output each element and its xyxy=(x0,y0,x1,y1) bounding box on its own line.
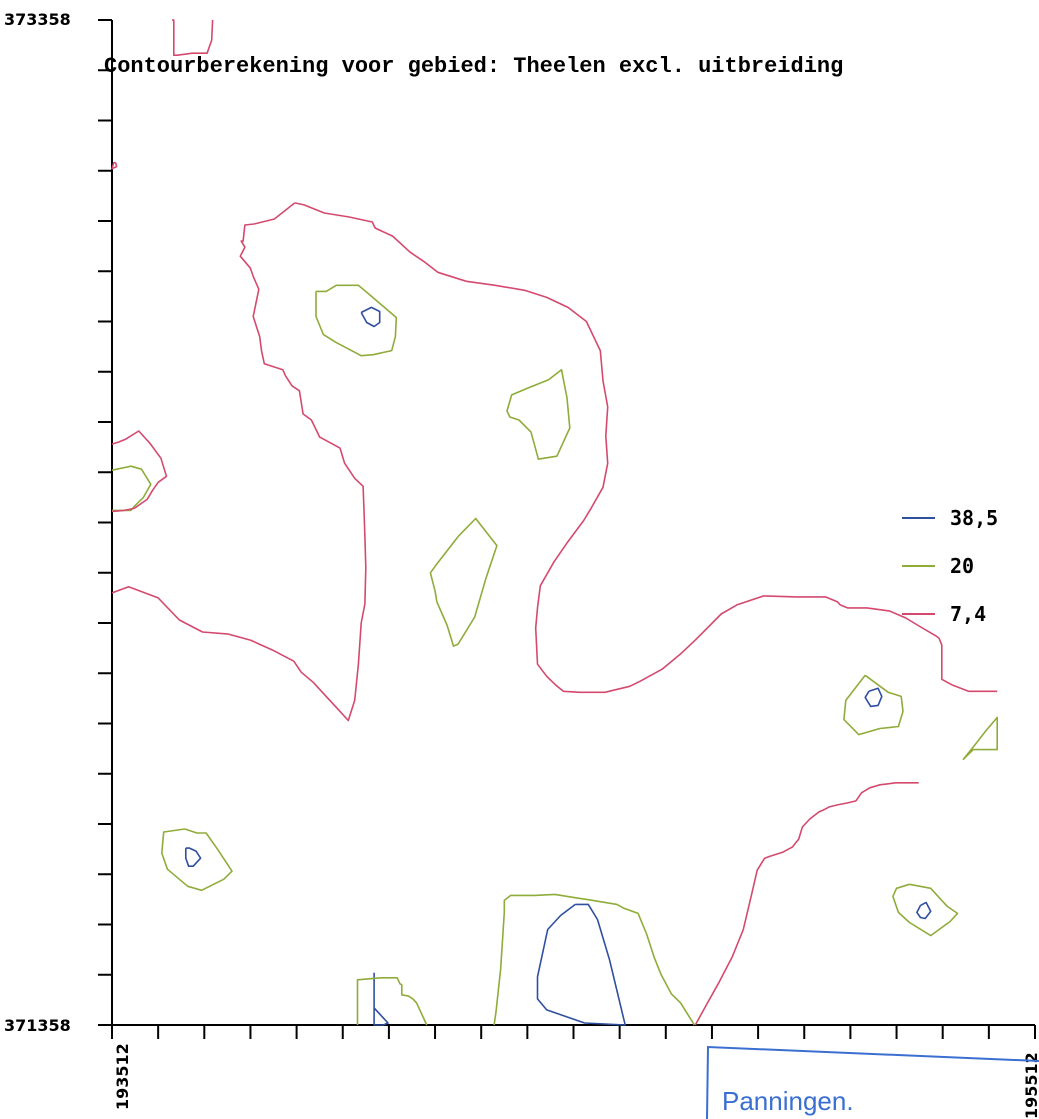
legend: 38,5 20 7,4 xyxy=(902,506,998,626)
contour-line-2-1 xyxy=(315,284,398,357)
contour-line-1-2 xyxy=(864,687,883,708)
contour-line-1-3 xyxy=(185,847,202,868)
contour-line-3-1 xyxy=(172,19,214,57)
contour-line-3-5 xyxy=(111,202,367,722)
axes xyxy=(98,19,1036,1039)
x-tick-label-left: 193512 xyxy=(113,1043,132,1110)
contour-lines xyxy=(111,19,999,1026)
y-ticks xyxy=(98,19,112,1026)
contour-line-3-2 xyxy=(111,161,118,170)
contour-line-2-8 xyxy=(892,883,959,937)
legend-label-1: 38,5 xyxy=(950,506,998,530)
x-ticks xyxy=(111,1025,1036,1039)
contour-line-2-4 xyxy=(429,517,498,647)
contour-line-3-4 xyxy=(111,430,168,513)
contour-line-3-3 xyxy=(294,202,998,694)
contour-line-2-9 xyxy=(356,976,428,1026)
contour-line-2-2 xyxy=(506,368,571,461)
contour-line-1-1 xyxy=(360,306,381,328)
x-tick-label-right: 195512 xyxy=(1022,1052,1039,1119)
contour-line-2-7 xyxy=(161,828,233,892)
contour-line-2-5 xyxy=(843,674,904,736)
stamp-text: Panningen. xyxy=(722,1086,854,1116)
contour-line-1-4 xyxy=(916,901,932,920)
stamp-border xyxy=(706,1045,1039,1119)
contour-line-3-6 xyxy=(694,781,919,1026)
chart-title: Contourberekening voor gebied: Theelen e… xyxy=(104,54,843,79)
contour-line-2-6 xyxy=(962,716,999,761)
stamp: Panningen. xyxy=(706,1045,1039,1119)
legend-label-3: 7,4 xyxy=(950,602,986,626)
contour-line-2-10 xyxy=(493,893,696,1026)
y-tick-label-bottom: 371358 xyxy=(4,1016,71,1035)
contour-line-1-6 xyxy=(536,903,627,1026)
contour-line-1-5 xyxy=(373,972,389,1026)
y-tick-label-top: 373358 xyxy=(4,10,71,29)
legend-label-2: 20 xyxy=(950,554,974,578)
contour-line-2-3 xyxy=(111,465,152,512)
